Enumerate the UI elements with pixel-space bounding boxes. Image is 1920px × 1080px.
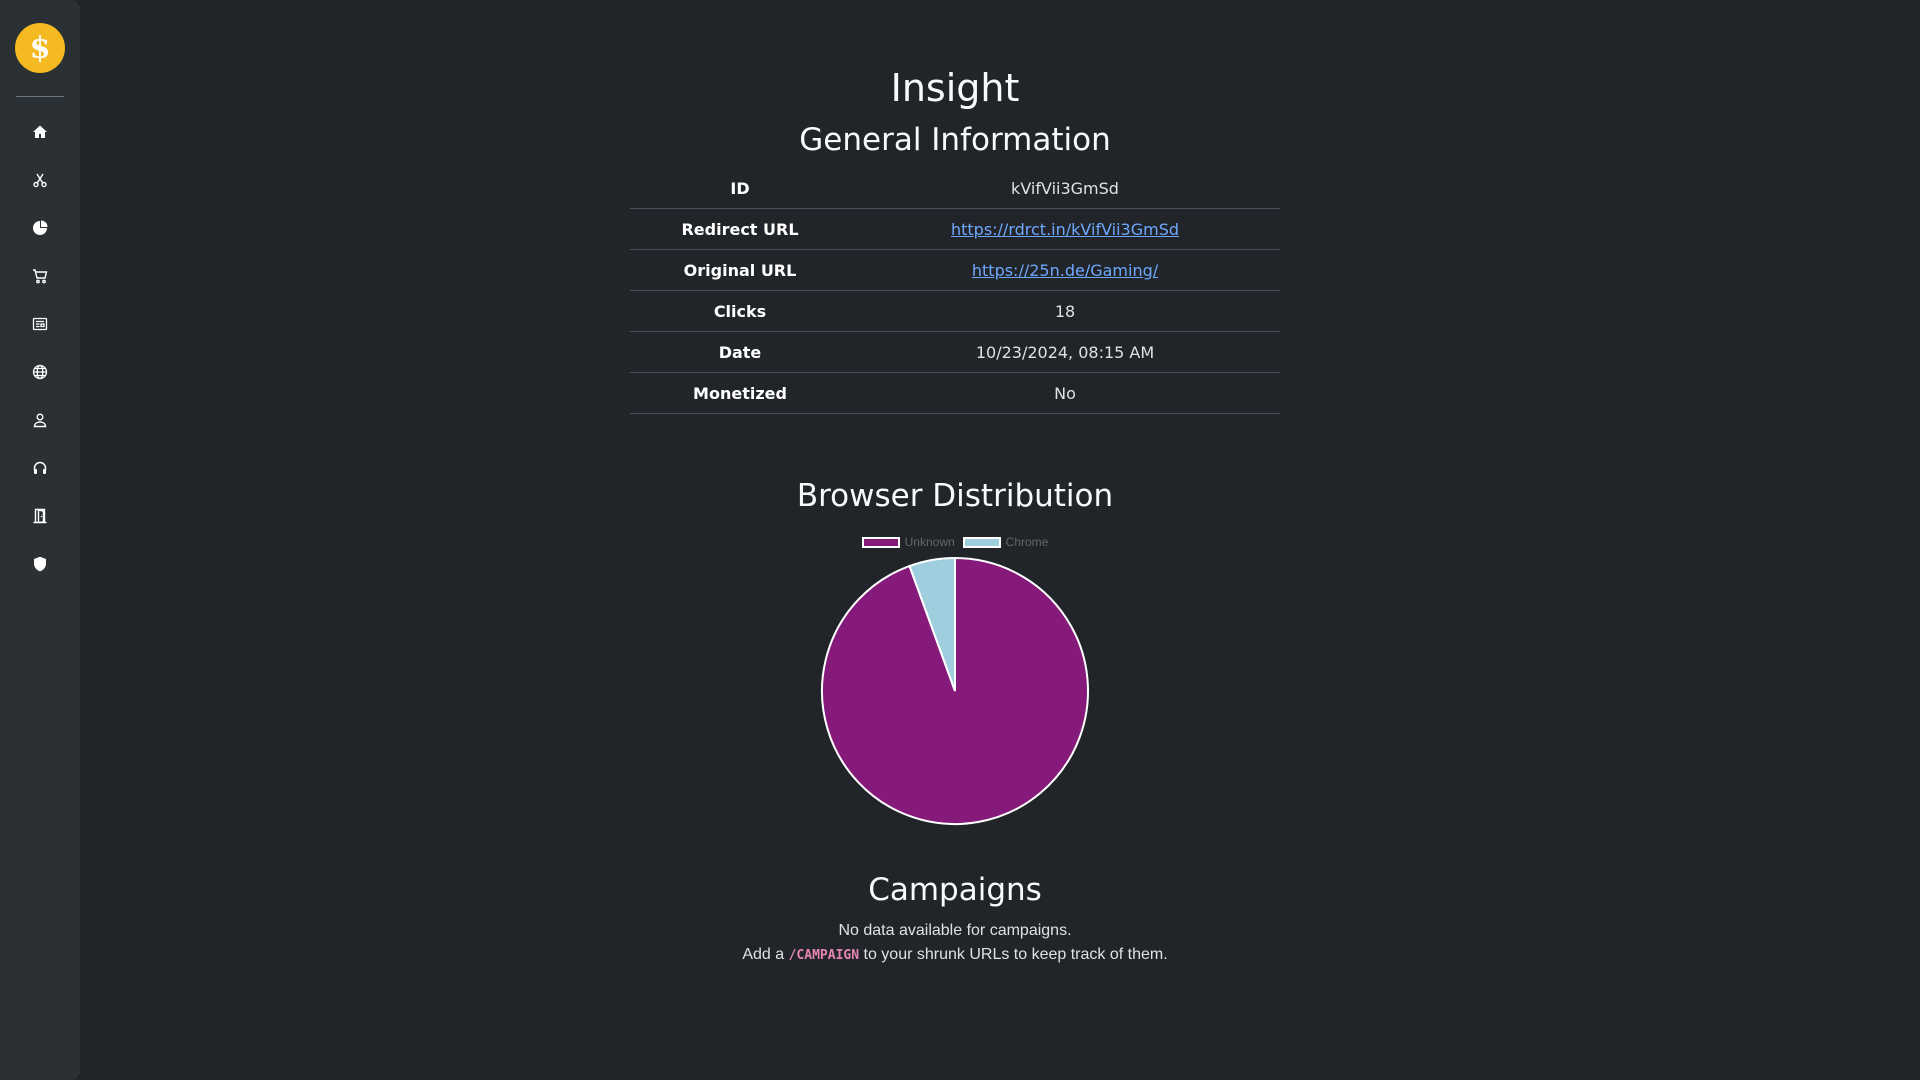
clicks-value: 18	[850, 290, 1280, 332]
date-value: 10/23/2024, 08:15 AM	[850, 331, 1280, 373]
date-label: Date	[630, 331, 850, 373]
sidebar-item-domains[interactable]	[0, 348, 80, 396]
chart-legend: Unknown Chrome	[630, 534, 1280, 550]
sidebar-item-analytics[interactable]	[0, 204, 80, 252]
general-information-heading: General Information	[799, 122, 1111, 158]
main-content: Insight General Information ID kVifVii3G…	[80, 0, 1830, 1080]
shield-icon	[34, 556, 46, 572]
home-icon	[33, 125, 47, 138]
table-row: Date 10/23/2024, 08:15 AM	[630, 331, 1280, 373]
sidebar-item-shorten[interactable]	[0, 156, 80, 204]
sidebar-item-admin[interactable]	[0, 540, 80, 588]
campaigns-hint-suffix: to your shrunk URLs to keep track of the…	[863, 946, 1168, 963]
headset-icon	[33, 461, 47, 474]
sidebar-item-news[interactable]	[0, 300, 80, 348]
campaigns-hint-prefix: Add a	[742, 946, 785, 963]
person-icon	[33, 413, 47, 428]
monetized-value: No	[850, 372, 1280, 414]
page-title: Insight	[890, 66, 1020, 110]
sidebar-item-shop[interactable]	[0, 252, 80, 300]
newspaper-icon	[32, 317, 48, 331]
campaign-keyword-code: /CAMPAIGN	[788, 948, 860, 963]
table-row: Clicks 18	[630, 290, 1280, 332]
table-row: Original URL https://25n.de/Gaming/	[630, 249, 1280, 291]
legend-label-chrome: Chrome	[1005, 535, 1049, 549]
original-url-label: Original URL	[630, 249, 850, 291]
id-value: kVifVii3GmSd	[850, 169, 1280, 209]
sidebar-item-support[interactable]	[0, 444, 80, 492]
sidebar-item-account[interactable]	[0, 396, 80, 444]
sidebar-item-home[interactable]	[0, 108, 80, 156]
browser-pie-chart	[821, 556, 1089, 825]
table-row: Monetized No	[630, 372, 1280, 414]
legend-swatch-unknown	[861, 536, 900, 548]
pie-slice-chrome[interactable]	[908, 556, 956, 692]
campaigns-heading: Campaigns	[868, 872, 1042, 908]
legend-item-unknown[interactable]: Unknown	[861, 535, 955, 549]
sidebar-item-logout[interactable]	[0, 492, 80, 540]
legend-label-unknown: Unknown	[904, 535, 955, 549]
table-row: ID kVifVii3GmSd	[630, 169, 1280, 209]
monetized-label: Monetized	[630, 372, 850, 414]
redirect-url-label: Redirect URL	[630, 208, 850, 250]
general-information-table: ID kVifVii3GmSd Redirect URL https://rdr…	[630, 169, 1280, 414]
table-row: Redirect URL https://rdrct.in/kVifVii3Gm…	[630, 208, 1280, 250]
cart-icon	[33, 269, 48, 284]
redirect-url-link[interactable]: https://rdrct.in/kVifVii3GmSd	[950, 219, 1180, 239]
campaigns-hint: Add a /CAMPAIGN to your shrunk URLs to k…	[630, 946, 1280, 964]
browser-distribution-heading: Browser Distribution	[796, 478, 1114, 514]
sidebar: $	[0, 0, 80, 1080]
door-icon	[33, 508, 47, 524]
sidebar-divider	[16, 96, 64, 97]
clicks-label: Clicks	[630, 290, 850, 332]
legend-item-chrome[interactable]: Chrome	[962, 535, 1049, 549]
legend-swatch-chrome	[962, 536, 1001, 548]
original-url-link[interactable]: https://25n.de/Gaming/	[971, 260, 1159, 280]
campaigns-empty-text: No data available for campaigns.	[838, 922, 1072, 939]
id-label: ID	[630, 169, 850, 209]
scissors-icon	[33, 173, 47, 188]
app-logo[interactable]: $	[15, 23, 65, 73]
sidebar-nav	[0, 108, 80, 588]
pie-chart-icon	[33, 220, 48, 235]
globe-icon	[32, 364, 48, 380]
